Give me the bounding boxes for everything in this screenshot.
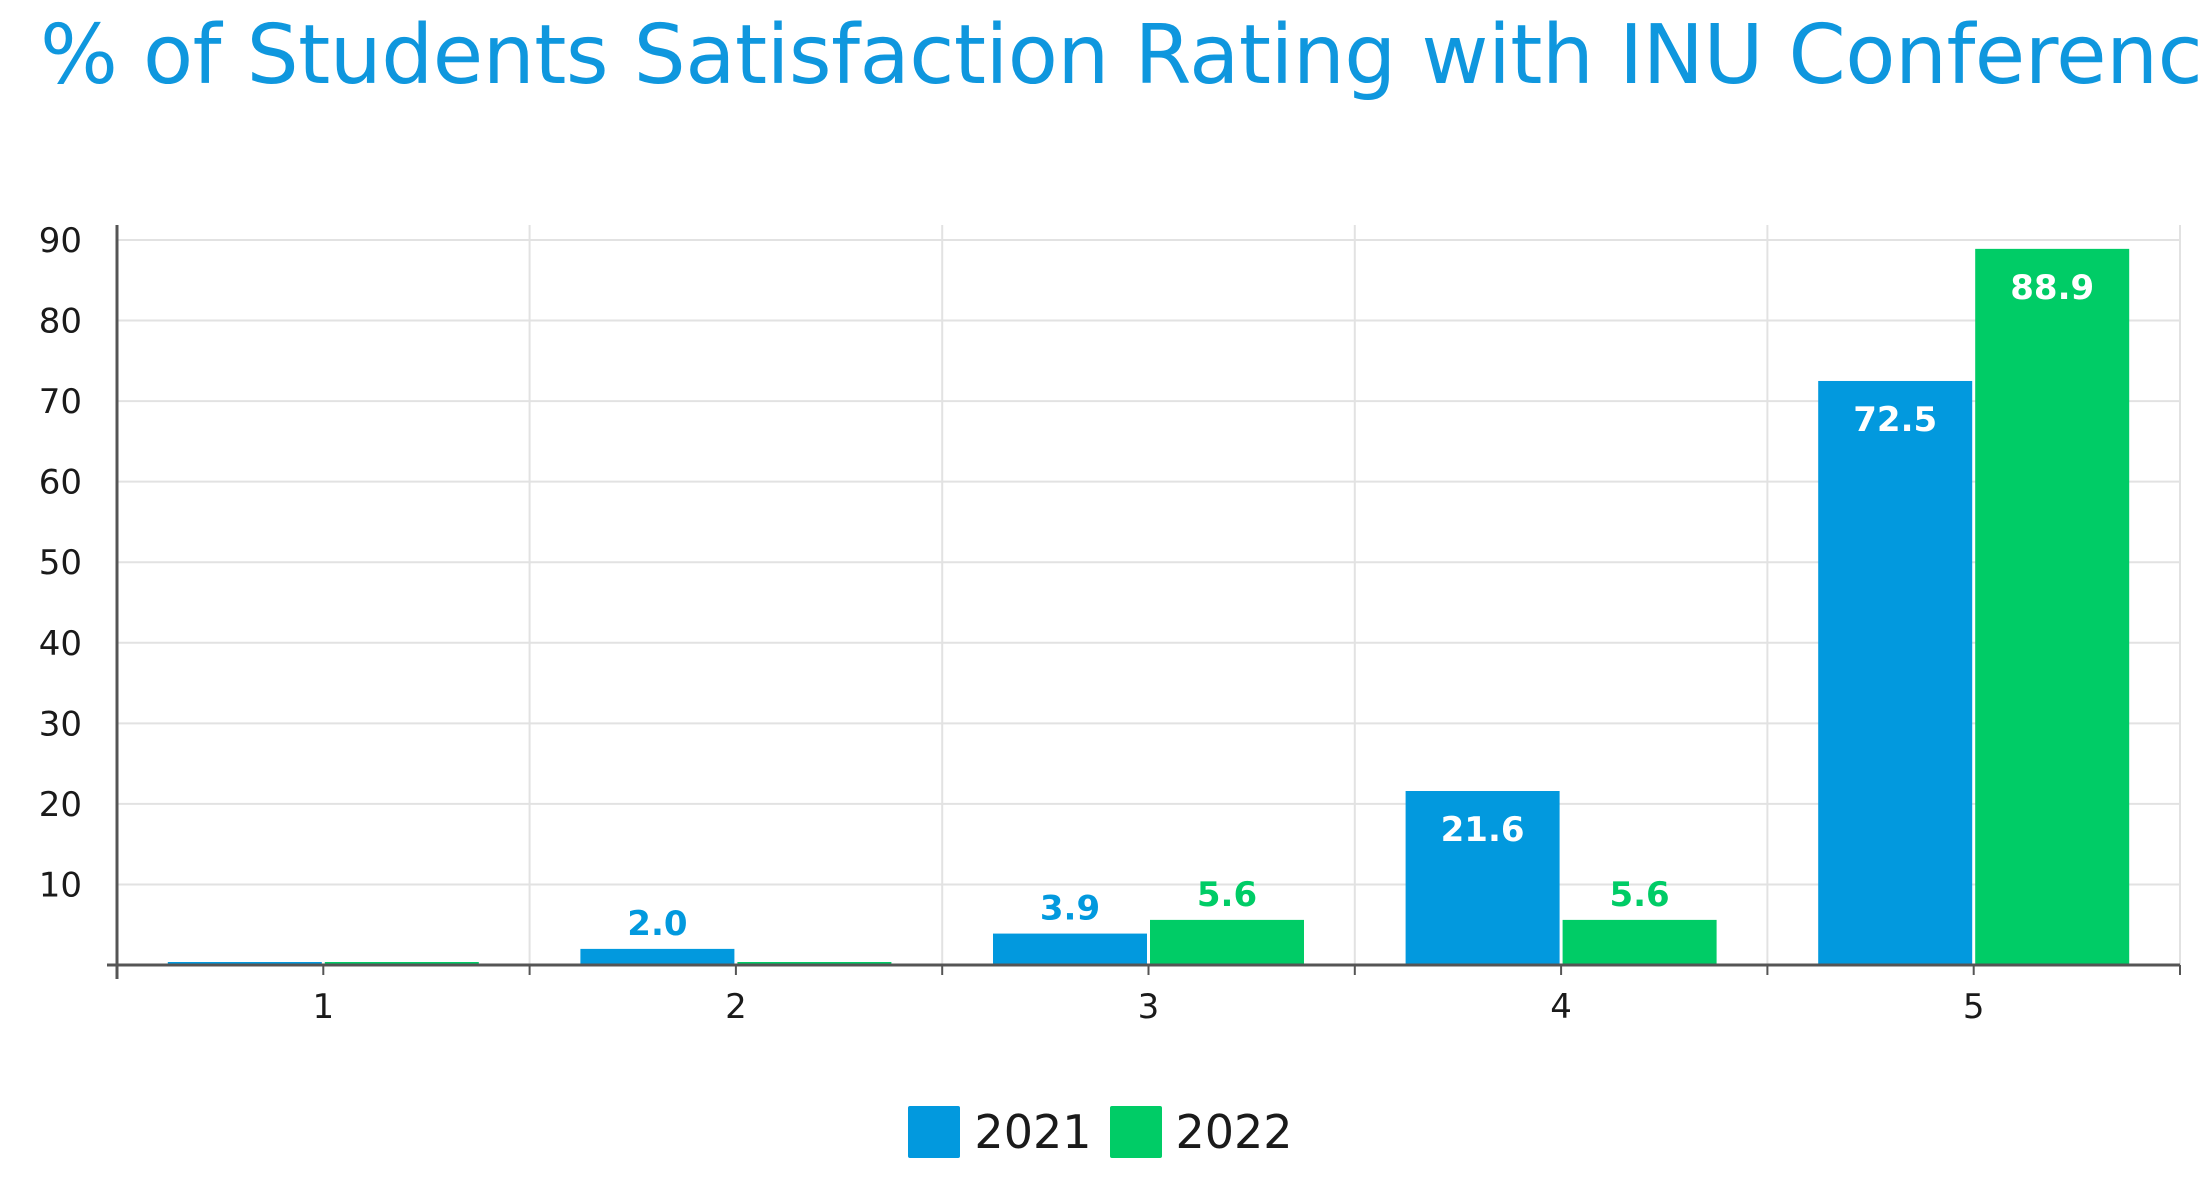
legend-label-2021: 2021 [974,1105,1092,1159]
y-tick-label-70: 70 [39,382,82,422]
legend-label-2022: 2022 [1175,1105,1293,1159]
y-tick-label-10: 10 [39,865,82,905]
axes: 10 20 30 40 50 60 70 80 90 1 2 3 4 5 [39,221,2181,1027]
bar-2022-cat-4 [1562,919,1717,965]
y-tick-label-90: 90 [39,221,82,261]
y-tick-label-60: 60 [39,463,82,503]
bar-2022-cat-5 [1975,248,2130,966]
y-tick-label-80: 80 [39,302,82,342]
data-label-2022-cat-5: 88.9 [2010,268,2094,308]
data-label-2021-cat-4: 21.6 [1441,810,1525,850]
legend-swatch-2022 [1109,1106,1162,1158]
x-tick-label-2: 2 [725,987,747,1027]
y-tick-label-30: 30 [39,704,82,744]
bar-2021-cat-2 [580,948,735,965]
data-label-2021-cat-5: 72.5 [1853,400,1937,440]
x-tick-label-4: 4 [1550,987,1572,1027]
chart-title: % of Students Satisfaction Rating with I… [40,8,2201,103]
bar-2021-cat-5 [1818,380,1973,965]
x-tick-label-5: 5 [1963,987,1985,1027]
bar-2021-cat-3 [993,933,1147,965]
bar-2021-cat-4 [1405,791,1560,965]
legend-item-2021[interactable]: 2021 [908,1105,1092,1159]
x-tick-label-3: 3 [1138,987,1160,1027]
data-labels: 2.0 3.9 5.6 21.6 5.6 72.5 88.9 [627,268,2094,944]
legend-swatch-2021 [908,1106,961,1158]
legend-item-2022[interactable]: 2022 [1109,1105,1293,1159]
legend: 2021 2022 [0,1105,2201,1159]
data-label-2021-cat-3: 3.9 [1040,889,1100,929]
x-tick-label-1: 1 [312,987,334,1027]
y-tick-label-50: 50 [39,543,82,583]
data-label-2021-cat-2: 2.0 [627,904,687,944]
data-label-2022-cat-4: 5.6 [1609,875,1669,915]
y-tick-label-40: 40 [39,624,82,664]
bars [167,248,2130,966]
y-tick-label-20: 20 [39,785,82,825]
bar-2022-cat-3 [1150,919,1304,965]
data-label-2022-cat-3: 5.6 [1197,875,1257,915]
